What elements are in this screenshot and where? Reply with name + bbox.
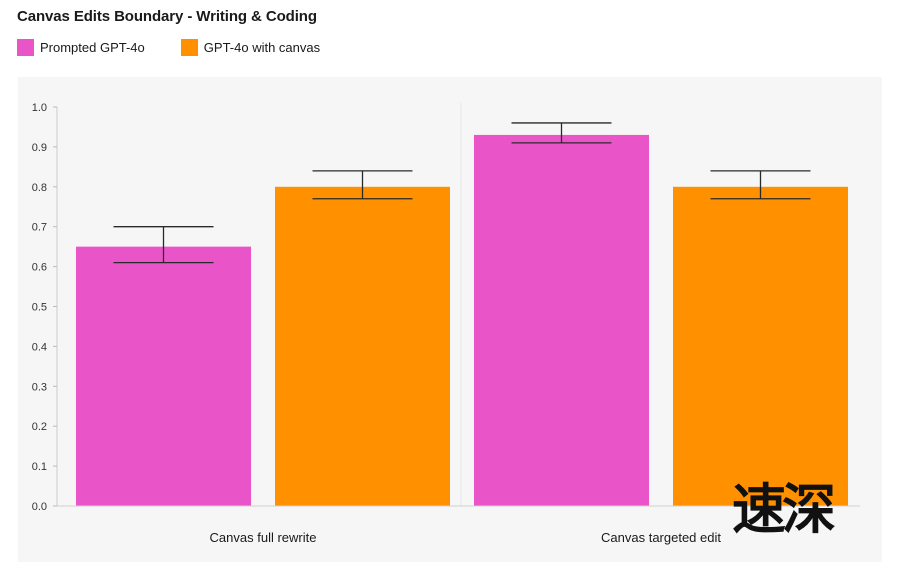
y-tick-label: 0.3: [32, 381, 47, 393]
bar: [275, 186, 450, 507]
chart-title: Canvas Edits Boundary - Writing & Coding: [17, 8, 317, 25]
legend-item-prompted-gpt4o: Prompted GPT-4o: [17, 39, 145, 56]
legend: Prompted GPT-4o GPT-4o with canvas: [17, 39, 320, 56]
y-tick-label: 0.6: [32, 262, 47, 274]
y-tick-label: 0.1: [32, 461, 47, 473]
y-tick-label: 0.8: [32, 182, 47, 194]
y-tick-label: 0.0: [32, 501, 47, 513]
x-category-label: Canvas full rewrite: [210, 530, 317, 545]
bar: [474, 134, 649, 506]
bar: [76, 246, 251, 506]
y-tick-label: 0.4: [32, 341, 47, 353]
bar: [673, 186, 848, 507]
legend-item-gpt4o-canvas: GPT-4o with canvas: [180, 39, 321, 56]
legend-label-gpt4o-canvas: GPT-4o with canvas: [203, 40, 321, 55]
y-tick-label: 0.7: [32, 222, 47, 234]
y-tick-label: 0.9: [32, 142, 47, 154]
legend-swatch-gpt4o-canvas: [180, 39, 198, 56]
watermark-logo: 速深: [732, 477, 836, 541]
y-tick-label: 0.2: [32, 421, 47, 433]
x-category-label: Canvas targeted edit: [601, 530, 721, 545]
legend-label-prompted-gpt4o: Prompted GPT-4o: [40, 40, 145, 55]
legend-swatch-prompted-gpt4o: [17, 39, 34, 56]
y-tick-label: 1.0: [32, 102, 47, 114]
y-tick-label: 0.5: [32, 302, 47, 314]
